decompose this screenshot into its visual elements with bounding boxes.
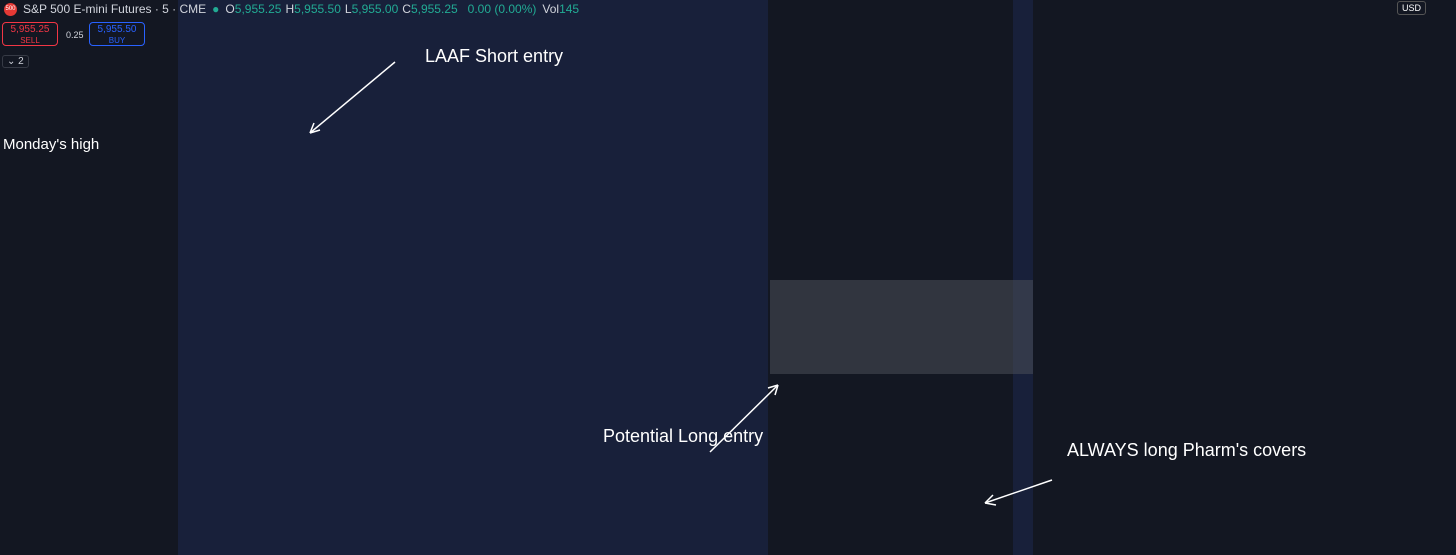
symbol[interactable]: S&P 500 E-mini Futures · 5 · CME	[23, 2, 207, 16]
ohlc-label: O	[225, 2, 235, 16]
buy-button[interactable]: 5,955.50 BUY	[89, 22, 145, 46]
buy-label: BUY	[108, 36, 126, 45]
annotation: Potential Long entry	[603, 426, 764, 446]
arrow	[984, 479, 1053, 504]
ohlc: O5,955.25 H5,955.50 L5,955.00 C5,955.25	[225, 2, 461, 16]
annotation: ALWAYS long Pharm's covers	[1067, 440, 1307, 460]
buy-price: 5,955.50	[97, 24, 137, 35]
annotation: LAAF Short entry	[425, 46, 564, 66]
arrow-head	[309, 122, 321, 134]
arrow	[709, 384, 779, 453]
ohlc-label: L	[344, 2, 352, 16]
ohlc-label: H	[285, 2, 295, 16]
session-shade	[1013, 0, 1033, 555]
ohlc-value: 5,955.00	[351, 2, 399, 16]
symbol-header: 500 S&P 500 E-mini Futures · 5 · CME ● O…	[4, 2, 580, 16]
ohlc-value: 5,955.25	[410, 2, 458, 16]
annotation: Monday's high	[3, 136, 100, 153]
arrow-head	[984, 494, 997, 506]
ohlc-value: 5,955.50	[294, 2, 341, 16]
arrow-head	[767, 384, 779, 396]
vol-label: Vol	[542, 2, 560, 16]
sell-label: SELL	[20, 36, 40, 45]
session-shade	[178, 0, 768, 555]
vol: 145	[559, 2, 580, 16]
sell-button[interactable]: 5,955.25 SELL	[2, 22, 58, 46]
ohlc-value: 5,955.25	[234, 2, 282, 16]
change: 0.00 (0.00%)	[467, 2, 537, 16]
sell-price: 5,955.25	[10, 24, 50, 35]
range-box	[770, 280, 1033, 374]
badge: 500	[4, 2, 17, 16]
arrow	[309, 61, 396, 134]
spread: 0.25	[66, 30, 84, 40]
price-axis	[1392, 0, 1456, 555]
ohlc-label: C	[402, 2, 411, 16]
collapse-button[interactable]: ⌄ 2	[2, 55, 29, 68]
currency[interactable]: USD	[1397, 1, 1427, 15]
collapse-count: 2	[18, 56, 24, 67]
